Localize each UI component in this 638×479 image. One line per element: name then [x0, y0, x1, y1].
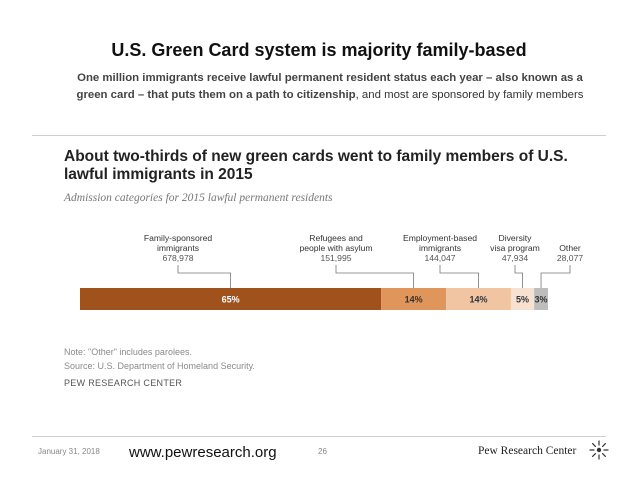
subtitle-bold: One million immigrants receive lawful pe…: [76, 72, 583, 101]
category-label-segment-2: people with asylum: [299, 243, 372, 253]
category-count-segment-2: 151,995: [320, 253, 351, 263]
leader-line-segment-4: [514, 265, 523, 288]
bottom-divider: [32, 436, 606, 437]
bar-label-segment-2: 14%: [405, 295, 423, 305]
bar-label-segment-1: 65%: [222, 295, 240, 305]
subtitle-rest: , and most are sponsored by family membe…: [355, 89, 584, 101]
pew-sunburst-icon: [589, 440, 609, 460]
bar-segment-2: [381, 288, 447, 310]
bar-segment-5: [534, 288, 548, 310]
slide-subtitle: One million immigrants receive lawful pe…: [62, 70, 598, 104]
top-divider: [32, 135, 606, 136]
footer-date: January 31, 2018: [38, 447, 100, 456]
category-count-segment-1: 678,978: [162, 253, 193, 263]
leader-line-segment-1: [177, 265, 231, 288]
category-count-segment-3: 144,047: [424, 253, 455, 263]
leader-line-segment-5: [540, 265, 571, 288]
category-label-segment-4: visa program: [490, 243, 540, 253]
slide-title: U.S. Green Card system is majority famil…: [111, 40, 527, 60]
chart-note: Note: "Other" includes parolees.: [64, 347, 192, 357]
leader-line-segment-3: [439, 265, 479, 288]
footer-url[interactable]: www.pewresearch.org: [129, 444, 277, 461]
chart-title: About two-thirds of new green cards went…: [64, 148, 568, 183]
stacked-bar-chart: 65%Family-sponsoredimmigrants678,97814%R…: [80, 233, 584, 310]
source-organization: PEW RESEARCH CENTER: [64, 378, 183, 388]
bar-segment-1: [80, 288, 382, 310]
page-number: 26: [318, 447, 327, 456]
category-label-segment-2: Refugees and: [309, 233, 363, 243]
chart-source: Source: U.S. Department of Homeland Secu…: [64, 361, 255, 371]
bar-label-segment-5: 3%: [535, 295, 548, 305]
bar-label-segment-3: 14%: [469, 295, 487, 305]
leader-line-segment-2: [335, 265, 415, 288]
category-count-segment-4: 47,934: [502, 253, 529, 263]
bar-segment-4: [510, 288, 535, 310]
bar-label-segment-4: 5%: [516, 295, 529, 305]
category-label-segment-5: Other: [559, 243, 581, 253]
category-label-segment-1: Family-sponsored: [144, 233, 213, 243]
category-label-segment-1: immigrants: [157, 243, 199, 253]
footer-logo-text: Pew Research Center: [478, 445, 577, 457]
category-label-segment-3: Employment-based: [403, 233, 477, 243]
category-label-segment-4: Diversity: [499, 233, 533, 243]
category-label-segment-3: immigrants: [419, 243, 461, 253]
chart-subtitle: Admission categories for 2015 lawful per…: [64, 192, 333, 204]
bar-segment-3: [446, 288, 511, 310]
category-count-segment-5: 28,077: [557, 253, 584, 263]
